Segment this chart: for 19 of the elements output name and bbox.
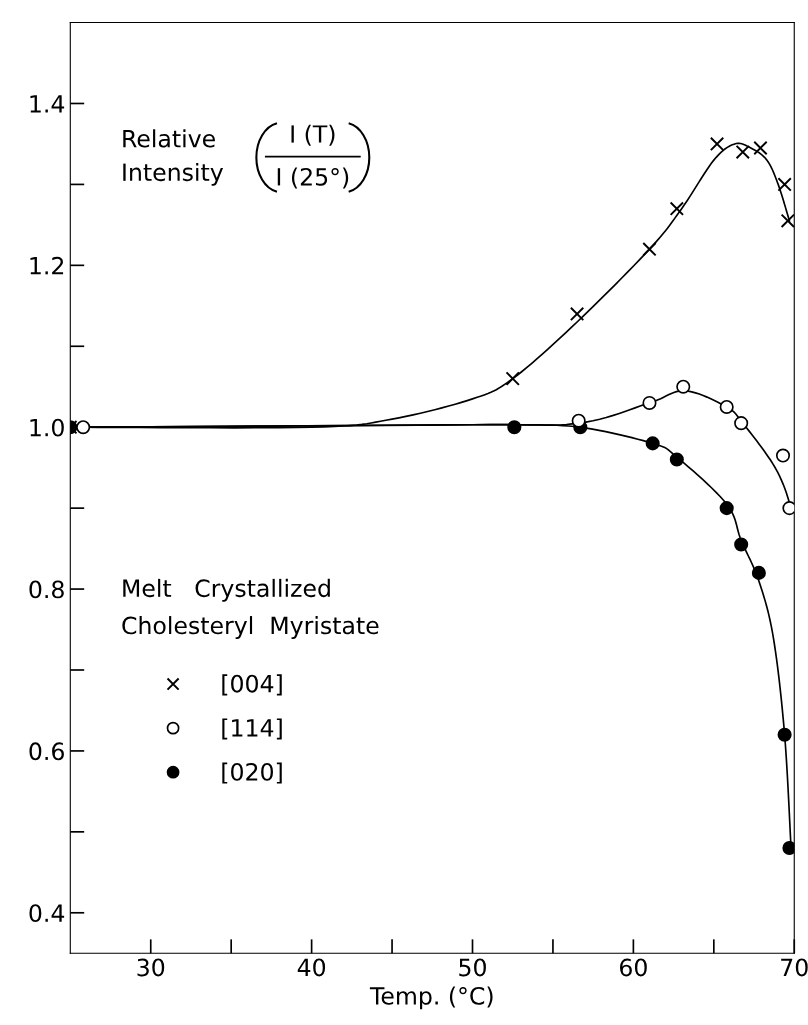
legend-label: [114] — [222, 718, 282, 740]
x-axis-title: Temp. (°C) — [369, 986, 493, 1010]
y-tick-label: 1.0 — [30, 418, 64, 437]
annotation: I (25°) — [277, 167, 349, 189]
annotation: I (T) — [291, 124, 335, 146]
x-tick-label: 50 — [459, 958, 486, 977]
x-tick-label: 30 — [137, 958, 165, 977]
legend-label: [004] — [222, 674, 282, 696]
y-tick-label: 0.6 — [29, 742, 64, 761]
y-tick-label: 1.4 — [30, 95, 65, 113]
annotation: Relative Intensity — [123, 129, 224, 186]
y-tick-label: 0.4 — [29, 904, 65, 923]
x-tick-label: 40 — [297, 958, 326, 977]
y-tick-label: 0.8 — [29, 580, 64, 599]
annotation: Melt Crystallized Cholesteryl Myristate — [122, 578, 379, 639]
y-tick-label: 1.2 — [30, 256, 64, 275]
legend-label: [020] — [222, 762, 282, 784]
x-tick-label: 70 — [781, 958, 808, 977]
x-tick-label: 60 — [620, 958, 647, 977]
